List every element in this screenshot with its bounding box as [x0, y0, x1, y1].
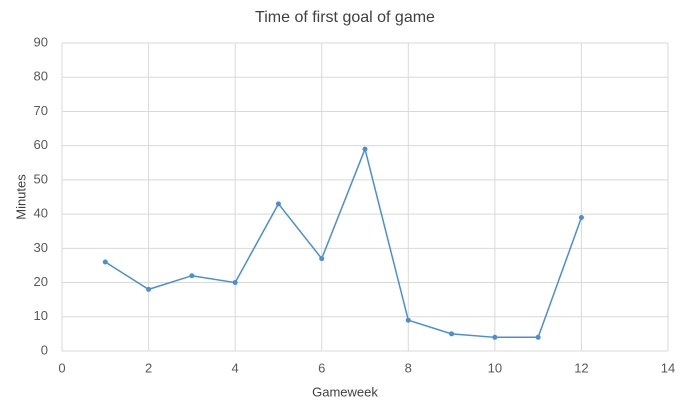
y-tick-label: 20 — [34, 274, 48, 289]
y-tick-label: 40 — [34, 206, 48, 221]
x-tick-label: 14 — [661, 360, 675, 375]
data-point — [492, 334, 498, 340]
data-point — [275, 201, 281, 207]
y-tick-label: 0 — [41, 342, 48, 357]
x-axis-title: Gameweek — [312, 384, 378, 399]
x-tick-label: 8 — [405, 360, 412, 375]
data-point — [146, 286, 152, 292]
data-point — [449, 331, 455, 337]
y-tick-label: 90 — [34, 34, 48, 49]
data-point — [405, 317, 411, 323]
y-axis-title: Minutes — [13, 174, 28, 220]
x-tick-label: 0 — [58, 360, 65, 375]
x-tick-label: 6 — [318, 360, 325, 375]
data-line — [104, 146, 583, 339]
y-tick-label: 60 — [34, 137, 48, 152]
data-point — [319, 256, 325, 262]
y-tick-label: 30 — [34, 240, 48, 255]
data-point — [535, 334, 541, 340]
data-point — [362, 146, 368, 152]
x-tick-label: 10 — [488, 360, 502, 375]
y-tick-label: 50 — [34, 171, 48, 186]
y-tick-label: 70 — [34, 103, 48, 118]
y-tick-label: 80 — [34, 69, 48, 84]
data-point — [189, 273, 195, 279]
x-tick-label: 2 — [145, 360, 152, 375]
x-tick-label: 4 — [232, 360, 239, 375]
x-tick-label: 12 — [574, 360, 588, 375]
data-point — [578, 215, 584, 221]
chart-title: Time of first goal of game — [255, 9, 435, 26]
data-point — [102, 259, 108, 265]
data-point — [232, 280, 238, 286]
y-tick-label: 10 — [34, 308, 48, 323]
